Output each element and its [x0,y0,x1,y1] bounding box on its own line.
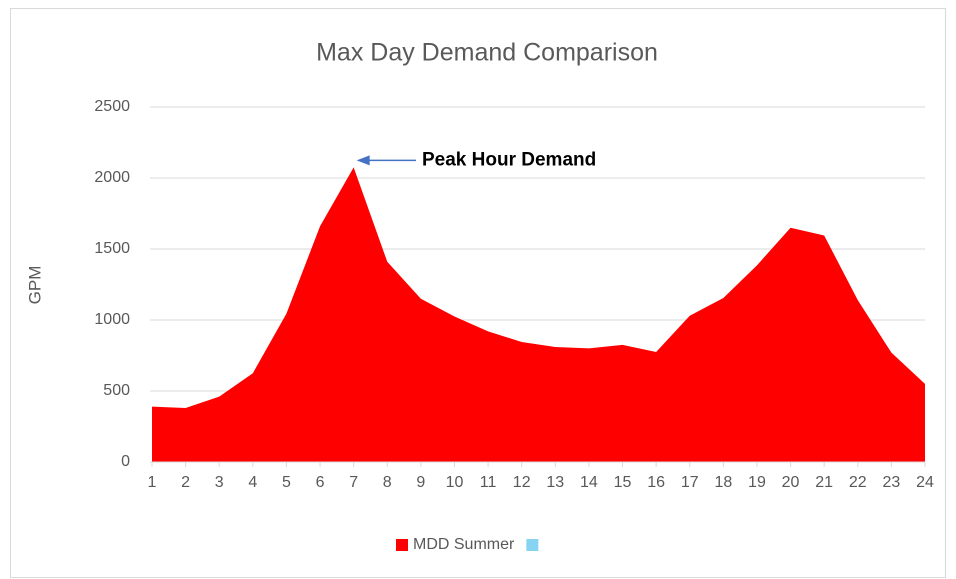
x-tick-label: 1 [148,474,157,491]
legend-label: MDD Summer [413,536,515,553]
x-tick-label: 20 [782,474,800,491]
x-tick-label: 17 [681,474,699,491]
annotation: Peak Hour Demand [422,149,596,170]
y-tick-label: 0 [121,453,130,470]
y-axis-label: GPM [25,266,44,305]
legend-swatch [396,539,408,551]
x-tick-label: 18 [714,474,732,491]
annotation-arrowhead [356,155,370,166]
legend-swatch [526,539,539,551]
x-tick-label: 11 [480,474,497,491]
y-tick-label: 1000 [94,311,130,328]
chart-title: Max Day Demand Comparison [316,39,658,67]
x-tick-label: 24 [916,474,934,491]
x-tick-label: 21 [815,474,833,491]
y-tick-label: 500 [103,382,130,399]
x-tick-label: 10 [446,474,464,491]
x-tick-label: 14 [580,474,598,491]
x-tick-label: 3 [215,474,224,491]
y-tick-label: 2500 [94,98,130,115]
x-tick-label: 2 [181,474,190,491]
x-tick-label: 23 [882,474,900,491]
x-tick-label: 13 [546,474,564,491]
x-tick-label: 6 [316,474,325,491]
y-tick-label: 2000 [94,169,130,186]
x-tick-label: 19 [748,474,766,491]
x-tick-label: 9 [416,474,425,491]
x-tick-label: 5 [282,474,291,491]
x-tick-label: 12 [513,474,531,491]
x-tick-label: 8 [383,474,392,491]
x-tick-label: 15 [614,474,632,491]
area [152,167,925,462]
x-tick-label: 16 [647,474,665,491]
y-tick-label: 1500 [94,240,130,257]
x-tick-label: 4 [248,474,257,491]
x-tick-label: 22 [849,474,867,491]
x-tick-label: 7 [349,474,358,491]
